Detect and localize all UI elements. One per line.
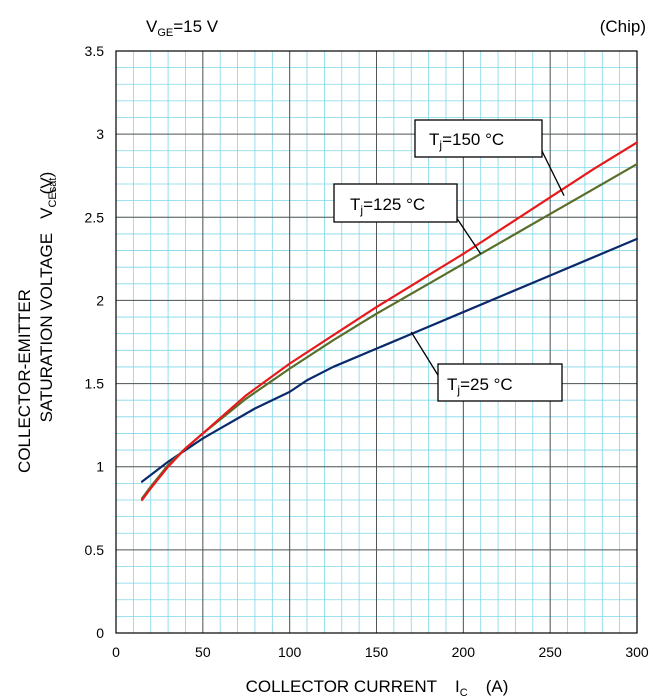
y-tick-label: 2 [96,292,104,308]
y-tick-label: 2.5 [85,209,105,225]
label-tj25-val: =25 °C [460,375,513,394]
label-tj125-sub: j [359,203,363,217]
x-axis-subscript: C [460,687,468,699]
y-tick-label: 0 [96,625,104,641]
x-axis-unit: (A) [486,677,509,696]
leader-tj25 [410,331,442,381]
condition-value: =15 V [173,17,219,36]
condition-label: VGE=15 V [146,17,219,39]
label-tj25-box [437,363,563,402]
label-tj150-box [414,119,543,158]
label-tj150-val: =150 °C [442,130,504,149]
label-tj125: Tj=125 °C [333,183,458,223]
y-axis-unit: (V) [37,172,56,195]
tick-labels: 0 50 100 150 200 250 300 0 0.5 1 1.5 2 2.5 3 3.5 [85,43,649,660]
y-tick-label: 1 [96,459,104,475]
y-tick-label: 3 [96,126,104,142]
x-tick-label: 150 [365,644,389,660]
plot-frame [115,50,638,634]
y-axis-title-line1: COLLECTOR-EMITTER [15,289,34,473]
x-tick-label: 250 [538,644,562,660]
y-tick-label: 0.5 [85,542,105,558]
y-axis-title-2: SATURATION VOLTAGE VCEsat [37,178,59,423]
label-tj150: Tj=150 °C [414,119,543,158]
condition-subscript: GE [157,27,173,39]
label-tj125-sym: T [350,195,360,214]
label-tj25-text: Tj=25 °C [447,375,513,397]
label-tj150-sym: T [429,130,439,149]
x-axis-title: COLLECTOR CURRENT IC (A) [246,677,509,699]
x-axis-title-text: COLLECTOR CURRENT [246,677,437,696]
y-axis-subscript: CEsat [47,178,59,208]
label-tj150-text: Tj=150 °C [429,130,504,152]
label-tj125-val: =125 °C [363,195,425,214]
condition-symbol: V [146,17,158,36]
x-tick-label: 300 [625,644,649,660]
x-tick-label: 50 [195,644,211,660]
label-tj150-sub: j [438,138,442,152]
label-tj125-box [333,183,458,223]
y-tick-label: 3.5 [85,43,105,59]
chip-note: (Chip) [600,17,646,36]
label-tj25-sym: T [447,375,457,394]
y-axis-unit-wrap: (V) [37,172,56,195]
x-tick-label: 0 [112,644,120,660]
label-leaders [410,138,565,381]
y-axis-title: COLLECTOR-EMITTER [15,289,34,473]
series-lines [140,141,639,502]
x-tick-label: 100 [278,644,302,660]
grid-major [115,50,638,634]
y-axis-title-text: SATURATION VOLTAGE [37,233,56,423]
series-tj25-line [140,237,639,483]
y-axis-title-line2: SATURATION VOLTAGE VCEsat [37,178,59,423]
label-tj125-text: Tj=125 °C [350,195,425,217]
series-tj150-line [140,141,639,502]
label-tj25-sub: j [456,383,460,397]
y-axis-symbol: V [37,207,56,219]
y-tick-label: 1.5 [85,376,105,392]
label-tj25: Tj=25 °C [437,363,563,402]
x-tick-label: 200 [452,644,476,660]
x-axis-symbol: I [455,677,460,696]
